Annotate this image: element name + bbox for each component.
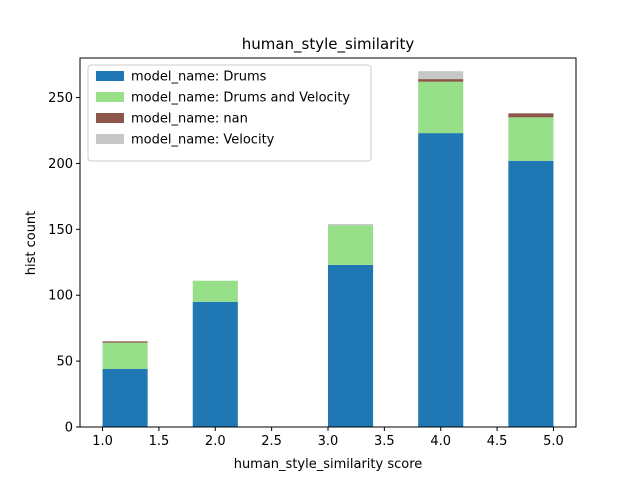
legend-swatch	[96, 71, 124, 81]
x-tick-label: 2.0	[205, 434, 226, 449]
x-tick-label: 3.5	[374, 434, 395, 449]
x-tick-label: 3.0	[318, 434, 339, 449]
bar-bin4-series3	[418, 79, 464, 82]
x-axis-ticks: 1.0 1.5 2.0 2.5 3.0 3.5 4.0 4.5 5.0	[92, 427, 564, 449]
y-tick-label: 150	[48, 223, 73, 238]
bar-bin3-series4	[328, 224, 374, 226]
bar-bin1-series3	[102, 341, 148, 343]
bar-bin4-series2	[418, 81, 464, 134]
bar-bin1-series1	[102, 369, 148, 427]
x-tick-label: 2.5	[261, 434, 282, 449]
legend-swatch	[96, 113, 124, 123]
y-axis-ticks: 0 50 100 150 200 250	[48, 91, 80, 436]
legend: model_name: Drums model_name: Drums and V…	[87, 64, 372, 162]
bar-bin5-series2	[508, 117, 554, 161]
x-axis-label: human_style_similarity score	[234, 457, 423, 472]
x-tick-label: 4.0	[430, 434, 451, 449]
x-tick-label: 4.5	[487, 434, 508, 449]
bars-group	[102, 71, 554, 428]
y-tick-label: 50	[56, 355, 73, 370]
y-tick-label: 250	[48, 91, 73, 106]
y-tick-label: 100	[48, 289, 73, 304]
x-tick-label: 5.0	[543, 434, 564, 449]
bar-bin2-series2	[192, 280, 238, 302]
y-tick-label: 0	[65, 421, 73, 436]
x-tick-label: 1.5	[149, 434, 170, 449]
y-axis-label: hist count	[24, 211, 39, 276]
chart-title: human_style_similarity	[242, 35, 415, 54]
x-tick-label: 1.0	[92, 434, 113, 449]
bar-bin3-series2	[328, 225, 374, 265]
bar-bin1-series2	[102, 342, 148, 370]
legend-label: model_name: Velocity	[131, 133, 275, 148]
bar-bin5-series1	[508, 160, 554, 428]
bar-bin4-series1	[418, 133, 464, 427]
y-tick-label: 200	[48, 157, 73, 172]
bar-bin3-series1	[328, 264, 374, 427]
legend-box	[87, 64, 372, 162]
legend-swatch	[96, 134, 124, 144]
legend-label: model_name: nan	[131, 112, 248, 127]
bar-bin4-series4	[418, 71, 464, 80]
legend-label: model_name: Drums and Velocity	[131, 91, 350, 106]
legend-label: model_name: Drums	[131, 70, 267, 85]
bar-bin5-series3	[508, 113, 554, 118]
legend-swatch	[96, 92, 124, 102]
bar-bin2-series1	[192, 301, 238, 427]
